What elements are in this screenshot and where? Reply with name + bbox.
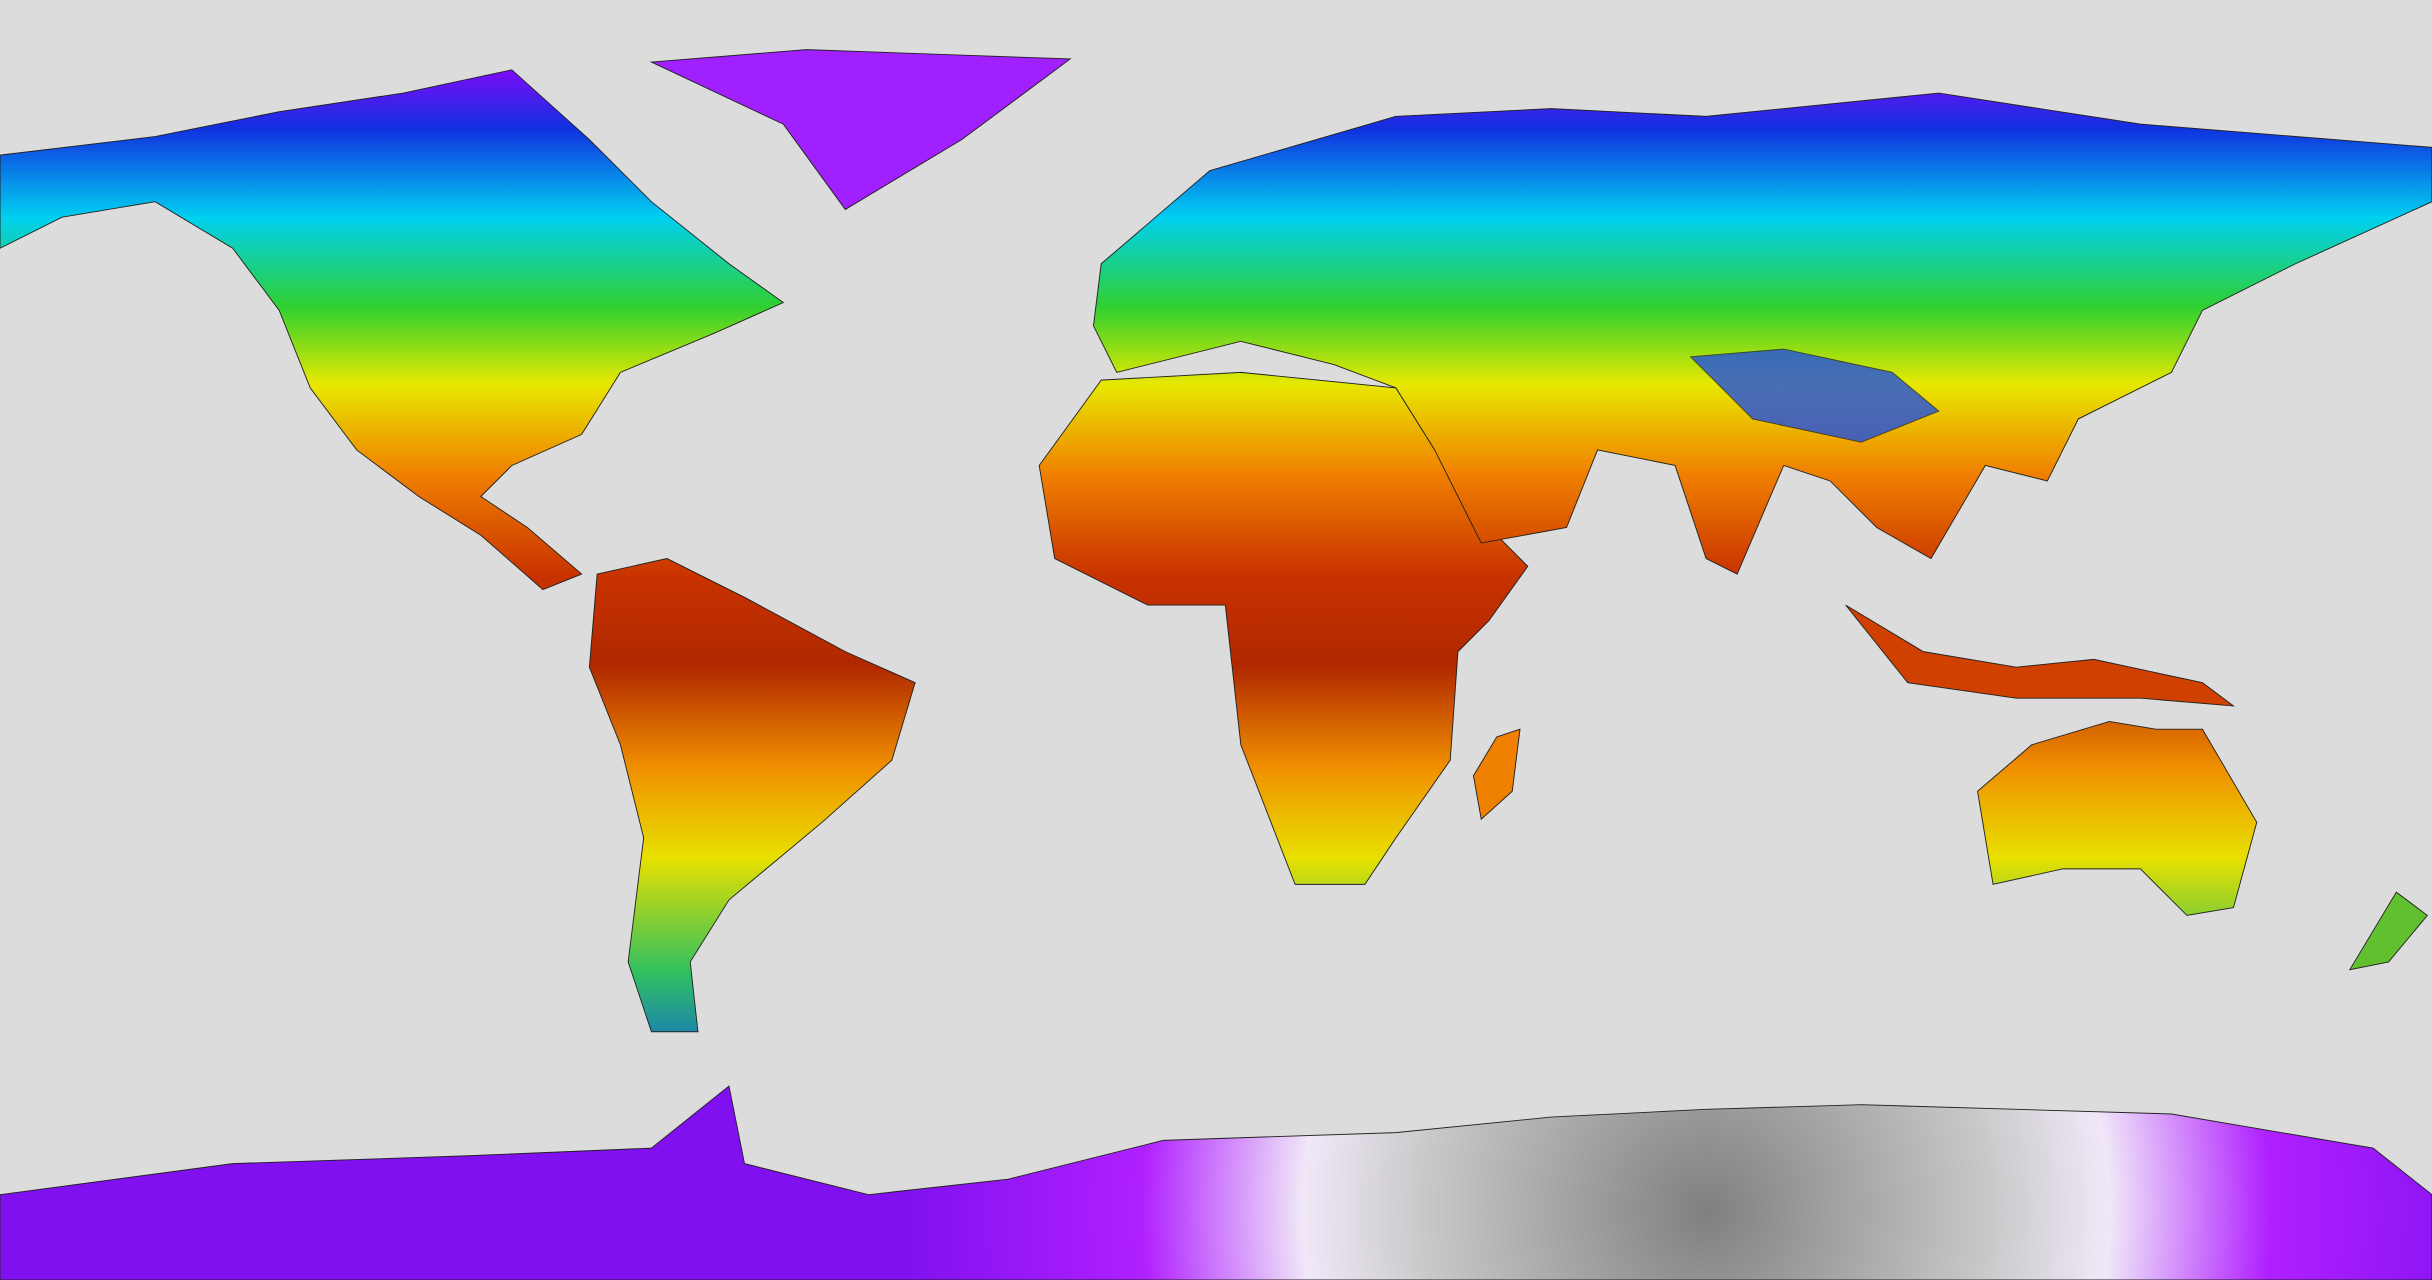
south-america xyxy=(588,558,916,1033)
indonesia xyxy=(1845,604,2236,707)
australia xyxy=(1977,720,2258,916)
new-zealand xyxy=(2348,891,2429,971)
north-america xyxy=(0,69,785,591)
greenland xyxy=(649,49,1072,211)
central-asia-plateau xyxy=(1689,348,1940,443)
eurasia xyxy=(1092,92,2432,575)
antarctica xyxy=(0,1085,2432,1280)
madagascar xyxy=(1472,728,1521,821)
